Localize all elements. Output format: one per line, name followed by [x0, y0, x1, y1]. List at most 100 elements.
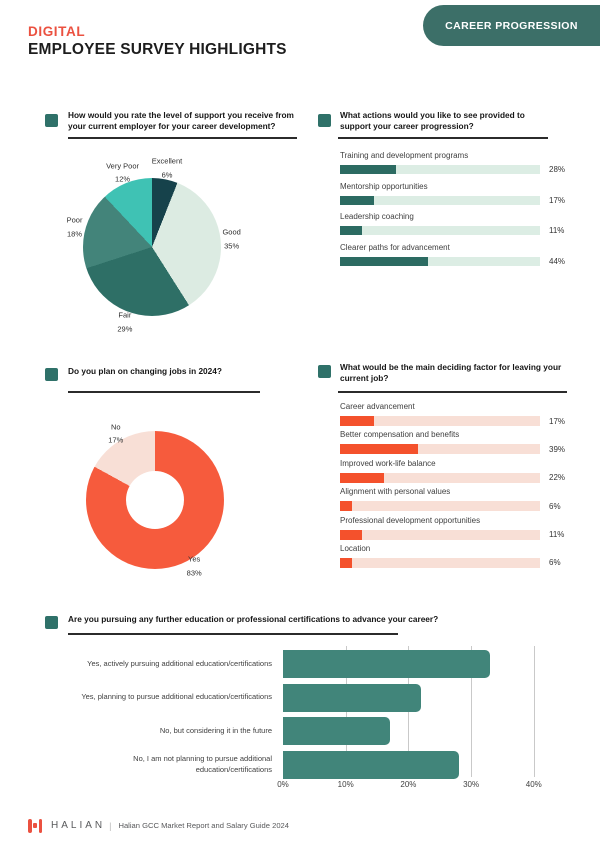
axis-tick-label: 40%	[525, 780, 542, 789]
bar	[283, 717, 390, 745]
category-label: Yes, planning to pursue additional educa…	[81, 692, 272, 702]
bar-fill	[340, 256, 428, 266]
bar-value: 11%	[549, 530, 565, 540]
section-badge-label: CAREER PROGRESSION	[445, 19, 578, 32]
gridline	[471, 646, 473, 777]
axis-tick-label: 10%	[337, 780, 354, 789]
divider-line	[68, 137, 297, 139]
question-bullet	[318, 365, 331, 378]
brand-name: HALIAN	[51, 820, 106, 831]
bar-value: 28%	[549, 165, 566, 174]
logo-bar	[28, 818, 32, 833]
footer-caption: Halian GCC Market Report and Salary Guid…	[118, 821, 289, 830]
bar-value: 6%	[549, 501, 561, 511]
bar	[283, 683, 421, 712]
footer-separator: |	[109, 820, 112, 831]
category-label: No, but considering it in the future	[159, 725, 272, 735]
bar-label: Improved work-life balance	[340, 458, 436, 468]
bar-track	[340, 416, 540, 426]
bar-value: 11%	[549, 226, 565, 236]
bar-label: Clearer paths for advancement	[340, 242, 450, 252]
bar-label: Location	[340, 543, 371, 553]
logo-bar	[38, 818, 42, 833]
donut-hole	[126, 471, 184, 529]
factors-bar-chart: Career advancement 17% Better compensation…	[340, 402, 570, 572]
category-label: Yes, actively pursuing additional educat…	[87, 658, 272, 668]
bar-fill	[340, 195, 374, 205]
bar-fill	[340, 472, 384, 483]
bar-fill	[340, 501, 352, 512]
bar-item: Professional development opportunities 11…	[340, 516, 570, 544]
bar-row: 22%	[340, 472, 570, 483]
category-label: No, I am not planning to pursue addition…	[133, 753, 272, 774]
bar-item: Leadership coaching 11%	[340, 212, 570, 243]
bar-row: 44%	[340, 256, 570, 266]
divider-line	[68, 391, 260, 393]
halian-logo-icon	[28, 818, 42, 833]
bar-row: 6%	[340, 501, 570, 512]
slice-label: Yes 83%	[186, 554, 202, 578]
pie-slice-disc	[83, 178, 221, 316]
slice-label: No 17%	[108, 422, 124, 445]
bar-row: 17%	[340, 195, 570, 205]
slice-label: Very Poor 12%	[106, 161, 140, 184]
bar-track	[340, 195, 540, 205]
slice-label: Good 35%	[222, 227, 241, 251]
footer: HALIAN | Halian GCC Market Report and Sa…	[28, 818, 289, 833]
bar-item: Mentorship opportunities 17%	[340, 182, 570, 213]
bar-label: Alignment with personal values	[340, 487, 451, 497]
bar-label: Leadership coaching	[340, 212, 414, 222]
bar-item: Improved work-life balance 22%	[340, 459, 570, 487]
slice-label: Excellent 6%	[151, 156, 183, 180]
divider-line	[338, 391, 567, 393]
bar	[283, 750, 459, 779]
bar-track	[340, 501, 540, 512]
bar-row: 11%	[340, 529, 570, 540]
bar-label: Mentorship opportunities	[340, 181, 428, 191]
bar-row: 39%	[340, 444, 570, 455]
divider-line	[338, 137, 548, 139]
divider-line	[68, 633, 398, 635]
bar-value: 6%	[549, 558, 561, 568]
bar-track	[340, 226, 540, 236]
bar-item: Training and development programs 28%	[340, 151, 570, 182]
logo-dot	[33, 823, 37, 828]
actions-bar-chart: Training and development programs 28% Ment…	[340, 151, 570, 273]
bar-value: 17%	[549, 195, 566, 205]
question-title-education: Are you pursuing any further education o…	[68, 614, 439, 624]
axis-tick-label: 0%	[277, 780, 289, 789]
bar-label: Training and development programs	[340, 151, 469, 160]
bar-track	[340, 165, 540, 174]
gridline	[533, 646, 535, 777]
gridline	[408, 646, 410, 777]
bar-item: Clearer paths for advancement 44%	[340, 243, 570, 274]
slice-label: Poor 18%	[66, 215, 83, 239]
axis-tick-label: 20%	[400, 780, 417, 789]
question-title-actions: What actions would you like to see provi…	[340, 110, 525, 132]
bar-fill	[340, 557, 352, 568]
bar-track	[340, 472, 540, 483]
bar-row: 11%	[340, 226, 570, 236]
bar-track	[340, 557, 540, 568]
bar-value: 44%	[549, 256, 566, 266]
bar-row: 17%	[340, 416, 570, 426]
report-kicker: DIGITAL	[28, 24, 86, 39]
question-bullet	[45, 114, 58, 127]
bar-fill	[340, 444, 418, 455]
bar-item: Better compensation and benefits 39%	[340, 430, 570, 458]
bar-row: 6%	[340, 557, 570, 568]
bar-value: 39%	[549, 444, 566, 454]
question-title-jobs: Do you plan on changing jobs in 2024?	[68, 366, 222, 376]
bar	[283, 650, 490, 678]
bar-item: Career advancement 17%	[340, 402, 570, 430]
bar-value: 17%	[549, 416, 566, 426]
axis-tick-label: 30%	[463, 780, 480, 789]
jobs-donut-chart: Yes 83% No 17%	[86, 422, 224, 577]
question-bullet	[45, 616, 58, 629]
question-bullet	[45, 368, 58, 381]
bar-fill	[340, 529, 362, 540]
bar-label: Career advancement	[340, 402, 415, 411]
slice-label: Fair 29%	[117, 310, 133, 334]
bar-track	[340, 256, 540, 266]
